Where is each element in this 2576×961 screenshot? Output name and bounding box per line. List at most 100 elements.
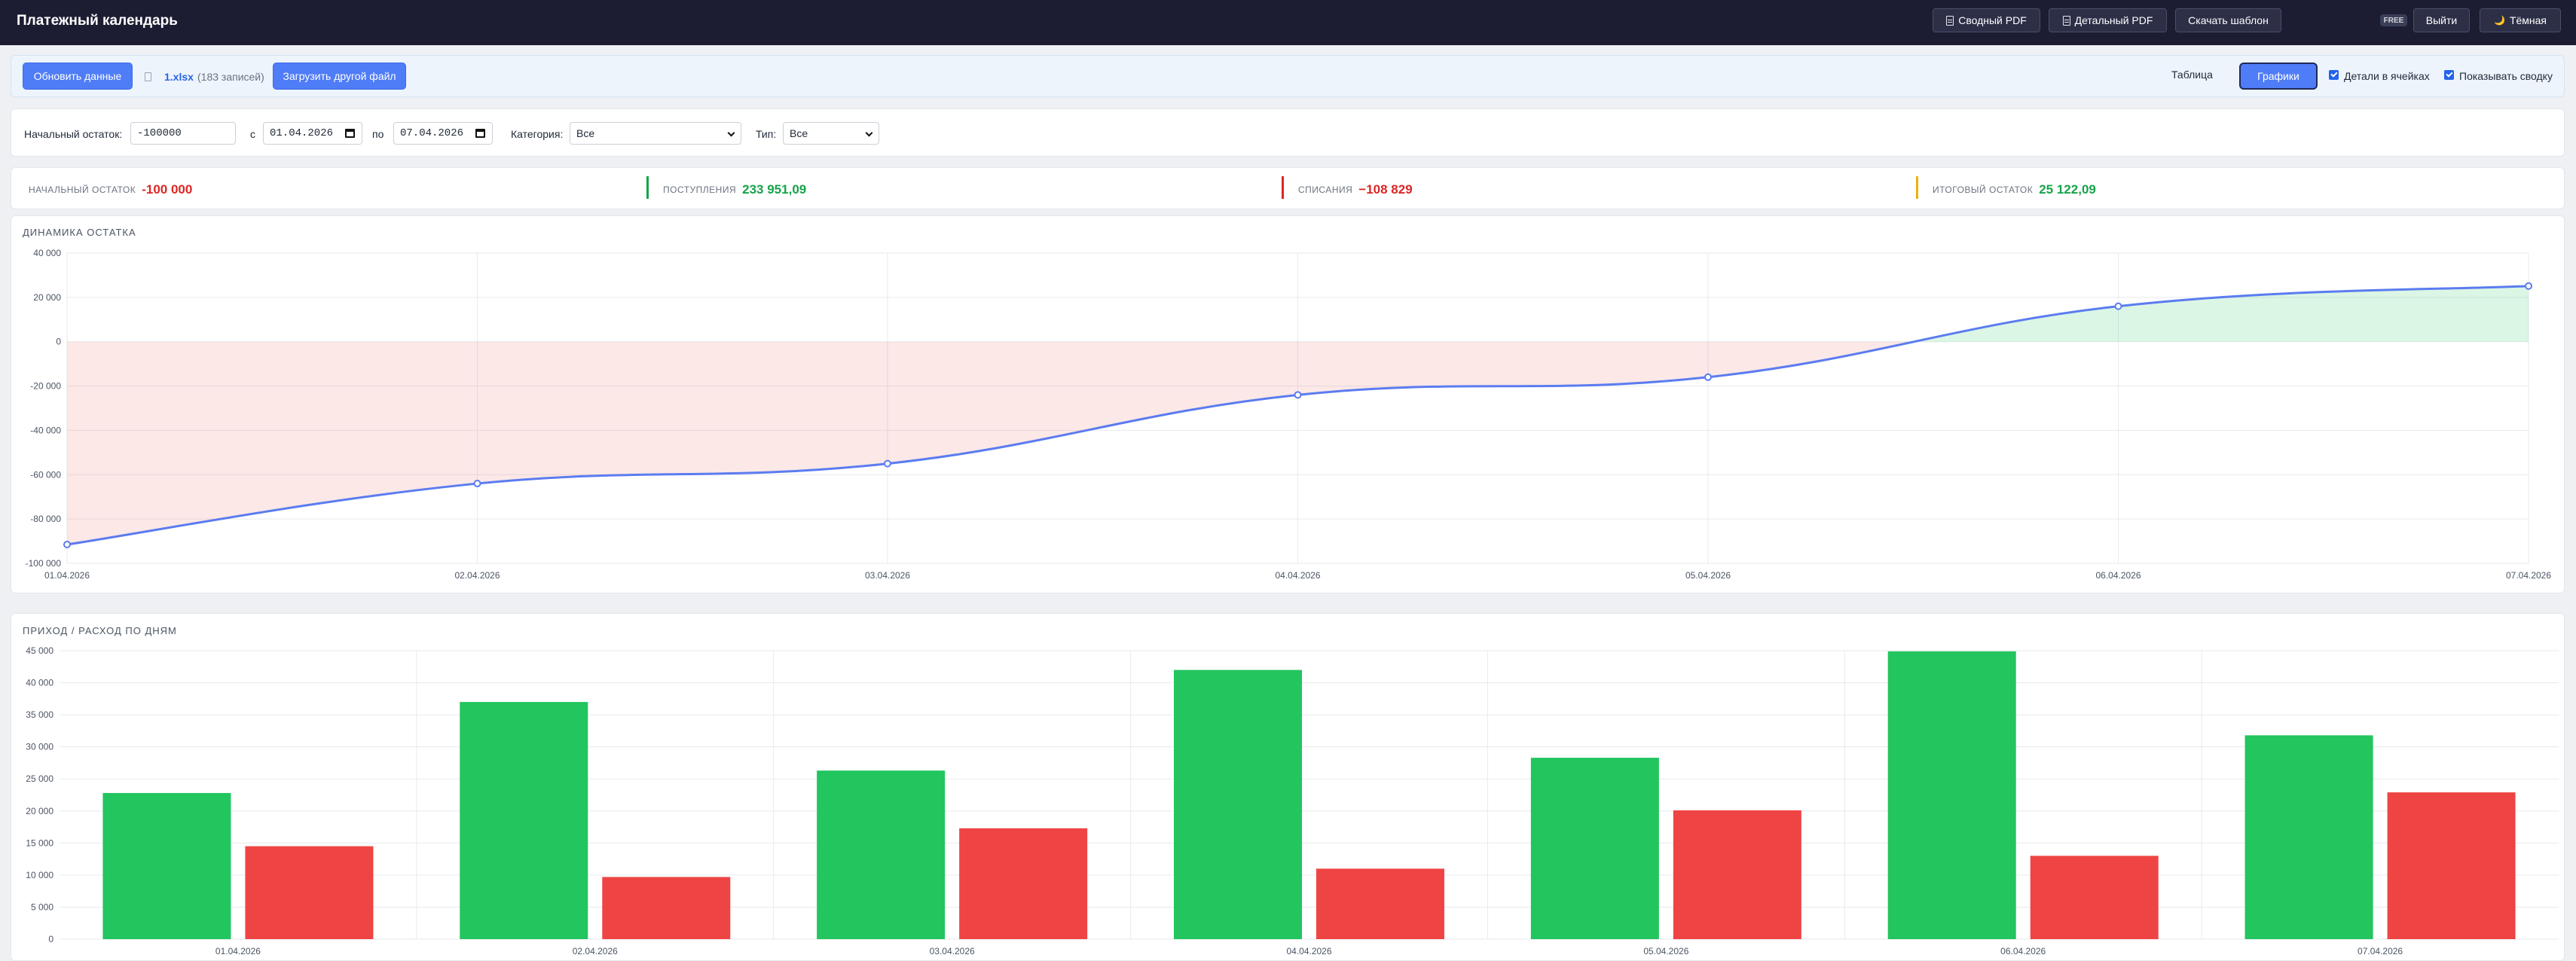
date-to-value: 07.04.2026 (400, 127, 464, 139)
type-label: Тип: (756, 128, 777, 140)
upload-file-button[interactable]: Загрузить другой файл (273, 63, 406, 90)
summary-income: Поступления 233 951,09 (663, 182, 806, 197)
x-tick-label: 05.04.2026 (1643, 946, 1688, 956)
y-tick-label: -80 000 (30, 514, 61, 524)
y-tick-label: 40 000 (26, 678, 53, 688)
logout-button[interactable]: Выйти (2413, 8, 2470, 32)
balance-point (884, 459, 891, 468)
y-tick-label: 5 000 (31, 902, 53, 912)
summary-final: Итоговый остаток 25 122,09 (1933, 182, 2096, 197)
detailed-pdf-button[interactable]: Детальный PDF (2049, 8, 2167, 32)
top-bar: Платежный календарь Сводный PDF Детальны… (0, 0, 2576, 45)
summary-expense-value: −108 829 (1358, 182, 1413, 197)
x-tick-label: 06.04.2026 (2095, 570, 2141, 581)
expense-bar (959, 828, 1088, 939)
income-bar (817, 770, 946, 939)
expense-bar (2030, 856, 2159, 939)
records-count: (183 записей) (197, 71, 264, 83)
expense-bar (245, 846, 374, 939)
detailed-pdf-label: Детальный PDF (2074, 14, 2153, 26)
daily-chart-title: Приход / расход по дням (23, 625, 177, 636)
x-tick-label: 02.04.2026 (454, 570, 500, 581)
income-bar (1887, 651, 2016, 939)
download-template-button[interactable]: Скачать шаблон (2175, 8, 2281, 32)
date-from-input[interactable]: 01.04.2026 (263, 122, 362, 145)
positive-area (67, 285, 2529, 342)
summary-income-value: 233 951,09 (742, 182, 807, 197)
type-select[interactable]: Все (783, 122, 879, 145)
y-tick-label: 40 000 (33, 248, 61, 258)
category-value: Все (576, 127, 595, 139)
document-icon (2062, 15, 2070, 26)
y-tick-label: -100 000 (26, 558, 62, 569)
balance-point (1704, 373, 1712, 381)
expense-bar (1316, 868, 1444, 939)
y-tick-label: 0 (48, 934, 53, 944)
x-tick-label: 04.04.2026 (1286, 946, 1331, 956)
x-tick-label: 03.04.2026 (930, 946, 975, 956)
details-checkbox[interactable] (2329, 70, 2339, 80)
tab-table[interactable]: Таблица (2171, 69, 2213, 81)
balance-point (2114, 302, 2122, 310)
file-icon (145, 72, 151, 81)
y-tick-label: 15 000 (26, 837, 53, 848)
income-bar (1174, 670, 1302, 939)
y-tick-label: 30 000 (26, 742, 53, 752)
x-tick-label: 02.04.2026 (573, 946, 618, 956)
expense-bar (602, 877, 731, 939)
start-balance-label: Начальный остаток: (24, 128, 123, 140)
balance-chart-panel (11, 215, 2565, 593)
document-icon (1946, 15, 1954, 26)
summary-divider (1916, 176, 1918, 199)
category-label: Категория: (511, 128, 564, 140)
app-title: Платежный календарь (17, 13, 178, 29)
date-to-input[interactable]: 07.04.2026 (393, 122, 493, 145)
theme-toggle-button[interactable]: 🌙 Тёмная (2480, 8, 2561, 32)
type-value: Все (790, 127, 808, 139)
summary-expense: Списания −108 829 (1298, 182, 1413, 197)
balance-chart-title: Динамика остатка (23, 227, 136, 238)
x-tick-label: 06.04.2026 (2000, 946, 2046, 956)
summary-income-label: Поступления (663, 185, 737, 195)
x-tick-label: 01.04.2026 (215, 946, 261, 956)
x-tick-label: 05.04.2026 (1685, 570, 1731, 581)
y-tick-label: -60 000 (30, 469, 61, 480)
date-from-value: 01.04.2026 (270, 127, 334, 139)
details-checkbox-label: Детали в ячейках (2344, 70, 2430, 82)
y-tick-label: 45 000 (26, 645, 53, 656)
tab-charts[interactable]: Графики (2239, 63, 2318, 90)
x-tick-label: 03.04.2026 (865, 570, 910, 581)
y-tick-label: -40 000 (30, 425, 61, 435)
file-name: 1.xlsx (164, 71, 194, 83)
y-tick-label: 20 000 (26, 806, 53, 816)
category-select[interactable]: Все (570, 122, 741, 145)
summary-divider (1282, 176, 1284, 199)
start-balance-value: -100000 (137, 127, 182, 139)
date-to-label: по (372, 128, 384, 140)
summary-final-label: Итоговый остаток (1933, 185, 2034, 195)
x-tick-label: 01.04.2026 (44, 570, 90, 581)
income-bar (460, 702, 588, 939)
summary-checkbox[interactable] (2444, 70, 2454, 80)
income-bar (2244, 735, 2373, 939)
y-tick-label: 35 000 (26, 709, 53, 720)
refresh-data-button[interactable]: Обновить данные (23, 63, 133, 90)
file-bar (11, 55, 2565, 97)
y-tick-label: -20 000 (30, 381, 61, 392)
income-bar (102, 792, 231, 939)
summary-checkbox-label: Показывать сводку (2459, 70, 2553, 82)
x-tick-label: 07.04.2026 (2358, 946, 2403, 956)
expense-bar (2387, 792, 2516, 939)
summary-divider (646, 176, 649, 199)
summary-pdf-button[interactable]: Сводный PDF (1933, 8, 2040, 32)
calendar-icon (475, 129, 485, 138)
date-from-label: с (250, 128, 255, 140)
balance-point (1294, 391, 1302, 399)
summary-bar (11, 167, 2565, 209)
calendar-icon (345, 129, 355, 138)
expense-bar (1673, 810, 1801, 939)
moon-icon: 🌙 (2493, 15, 2505, 26)
start-balance-input[interactable]: -100000 (130, 122, 236, 145)
y-tick-label: 10 000 (26, 870, 53, 880)
